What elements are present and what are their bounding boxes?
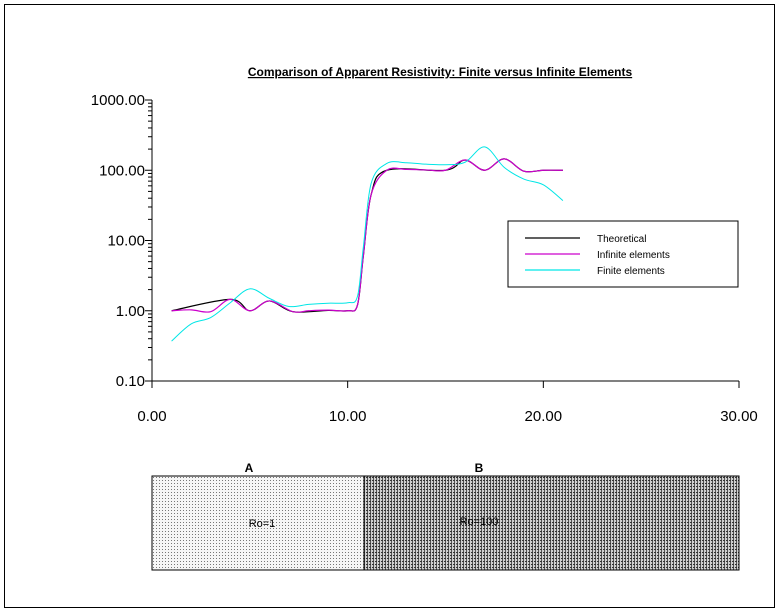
y-tick-label: 0.10 [116, 373, 145, 390]
y-tick-label: 10.00 [107, 233, 145, 250]
layer-model: A B Ro=1 Ro=100 [151, 461, 740, 571]
series-line-infinite-elements [171, 158, 563, 313]
series-line-finite-elements [171, 146, 564, 342]
axes: 0.10 1.00 10.00 100.00 1000.00 0.00 10.00 20.00… [91, 92, 758, 425]
y-tick-label: 1000.00 [91, 92, 145, 109]
x-tick-label: 0.00 [137, 408, 166, 425]
block-b-letter: B [475, 461, 484, 475]
legend-label: Finite elements [597, 266, 665, 277]
series-line-theoretical [171, 158, 563, 313]
block-a-letter: A [245, 461, 254, 475]
block-a-label: Ro=1 [249, 518, 276, 530]
x-tick-label: 20.00 [525, 408, 563, 425]
block-b [363, 475, 740, 571]
block-b-label: Ro=100 [460, 516, 499, 528]
y-tick-label: 100.00 [99, 162, 145, 179]
series-lines [171, 146, 564, 342]
legend-label: Theoretical [597, 234, 646, 245]
x-tick-label: 30.00 [720, 408, 758, 425]
x-tick-label: 10.00 [329, 408, 367, 425]
legend-label: Infinite elements [597, 250, 670, 261]
y-tick-label: 1.00 [116, 303, 145, 320]
legend: Theoretical Infinite elements Finite eleme… [507, 220, 739, 288]
chart-title: Comparison of Apparent Resistivity: Fini… [248, 65, 633, 79]
block-a [151, 475, 365, 571]
